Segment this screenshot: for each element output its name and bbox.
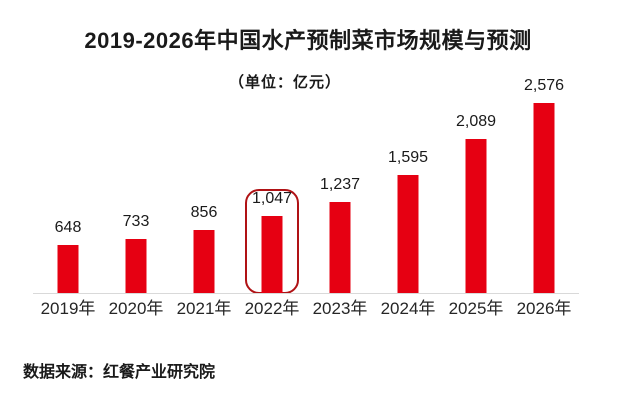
x-axis-label: 2022年 [244,299,300,318]
bar-value-label: 648 [54,219,82,236]
bar-value-label: 856 [190,204,218,221]
chart-column: 733 [102,95,170,293]
bar-value-label: 2,576 [523,77,565,94]
bar [465,139,487,293]
chart-column: 1,047 [238,95,306,294]
chart-column: 2,089 [442,95,510,293]
x-axis-label: 2024年 [380,299,436,318]
x-axis-labels: 2019年 2020年 2021年 2022年 2023年 2024年 2025年 2026年 [34,299,578,319]
bar [125,239,147,293]
bar-value-label: 733 [122,213,150,230]
bar-value-label: 1,237 [319,176,361,193]
bar [397,175,419,293]
bar [261,216,283,293]
x-axis-line [33,293,579,294]
x-axis-label: 2020年 [108,299,164,318]
x-axis-label: 2023年 [312,299,368,318]
x-axis-label: 2025年 [448,299,504,318]
chart-column: 856 [170,95,238,293]
bar [533,103,555,293]
chart-column: 648 [34,95,102,293]
x-axis-label: 2019年 [40,299,96,318]
chart-column: 2,576 [510,77,578,293]
bars-row: 648 733 856 1,047 1,237 1,595 2,089 2,576 [34,77,578,294]
bar-value-label: 1,047 [251,190,293,207]
chart-subtitle: （单位：亿元） [228,74,341,91]
bar-value-label: 2,089 [455,113,497,130]
bar [329,202,351,293]
bar [57,245,79,293]
bar-value-label: 1,595 [387,149,429,166]
x-axis-label: 2021年 [176,299,232,318]
source-note: 数据来源：红餐产业研究院 [23,364,216,381]
bar [193,230,215,293]
chart-column: 1,595 [374,95,442,293]
chart-title: 2019-2026年中国水产预制菜市场规模与预测 [84,28,532,53]
chart-column: 1,237 [306,95,374,293]
x-axis-label: 2026年 [516,299,572,318]
plot-area: 648 733 856 1,047 1,237 1,595 2,089 2,576 [34,77,578,294]
